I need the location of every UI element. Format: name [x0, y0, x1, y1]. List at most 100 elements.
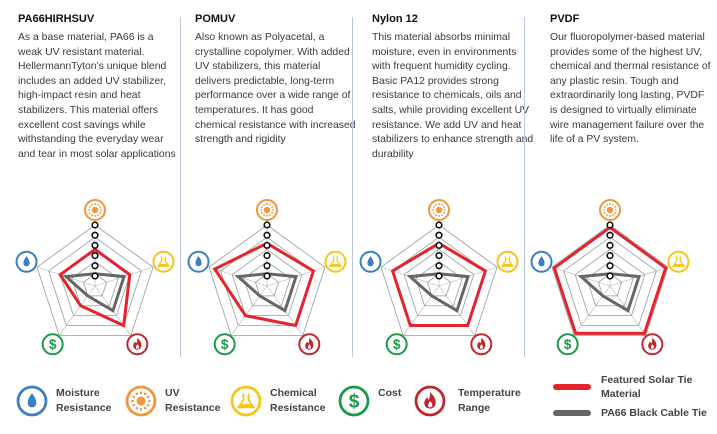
axis-tick-marker	[263, 262, 271, 270]
axis-tick-marker	[435, 231, 443, 239]
axis-tick-marker	[91, 221, 99, 229]
grid-ring	[597, 273, 623, 297]
material-title: Nylon 12	[372, 13, 418, 25]
pa66-series-polygon	[62, 272, 127, 313]
axis-tick-marker	[91, 251, 99, 260]
legend-temperature: Temperature Range	[414, 385, 521, 417]
legend-pa66-series: PA66 Black Cable Tie	[553, 406, 707, 420]
axis-tick-marker	[263, 221, 271, 229]
water-drop-icon	[15, 250, 38, 273]
axis-tick-marker	[263, 272, 271, 280]
axis-tick-marker	[263, 241, 271, 250]
axis-tick-marker	[91, 262, 99, 270]
series-label: Featured Solar Tie Material	[601, 374, 693, 400]
grid-ring	[48, 236, 142, 326]
grid-ring	[563, 236, 657, 326]
water-drop-icon	[530, 250, 553, 273]
axis-tick-marker	[606, 251, 614, 260]
legend-chemical: Chemical Resistance	[230, 385, 325, 417]
dollar-icon: $	[385, 333, 408, 356]
sun-icon	[256, 199, 278, 221]
axis-tick-marker	[435, 272, 443, 280]
axis-spoke	[573, 285, 611, 336]
radar-chart: $	[187, 199, 347, 356]
material-description: This material absorbs minimal moisture, …	[372, 32, 534, 160]
legend-uv: UV Resistance	[125, 385, 220, 417]
grid-ring	[36, 224, 154, 336]
sun-icon	[125, 385, 157, 417]
flame-icon	[126, 333, 149, 356]
sun-icon	[428, 199, 450, 221]
radar-chart: $	[15, 199, 175, 356]
legend-label-line: Resistance	[270, 402, 326, 414]
legend-label-line: Range	[458, 402, 491, 414]
dollar-icon: $	[338, 385, 370, 417]
flame-icon	[641, 333, 664, 356]
column-divider	[180, 17, 181, 357]
series-label: PA66 Black Cable Tie	[601, 407, 707, 419]
axis-tick-marker	[435, 262, 443, 270]
axis-tick-marker	[606, 241, 614, 250]
grid-ring	[551, 224, 669, 336]
pa66-series-polygon	[577, 272, 642, 313]
axis-tick-marker	[606, 221, 614, 229]
svg-text:$: $	[349, 391, 360, 412]
grid-ring	[426, 273, 452, 297]
grid-ring	[82, 273, 108, 297]
svg-text:$: $	[564, 337, 572, 352]
material-title: PA66HIRHSUV	[18, 13, 95, 25]
dollar-icon: $	[556, 333, 579, 356]
legend-moisture: Moisture Resistance	[16, 385, 111, 417]
legend-label-line: Resistance	[165, 402, 221, 414]
featured-series-polygon	[58, 247, 132, 328]
grid-ring	[403, 248, 475, 317]
axis-spoke	[402, 285, 440, 336]
axis-tick-marker	[435, 221, 443, 229]
material-column-pa66: PA66HIRHSUV As a base material, PA66 is …	[18, 12, 180, 162]
axis-tick-marker	[263, 231, 271, 239]
axis-tick-marker	[606, 272, 614, 280]
grid-ring	[574, 248, 646, 317]
flask-icon	[496, 250, 519, 273]
axis-tick-marker	[435, 251, 443, 260]
svg-text:$: $	[221, 337, 229, 352]
material-title: PVDF	[550, 13, 580, 25]
axis-tick-marker	[606, 231, 614, 239]
dollar-icon: $	[41, 333, 64, 356]
dollar-icon: $	[213, 333, 236, 356]
grid-ring	[380, 224, 498, 336]
grid-ring	[231, 248, 303, 317]
flame-icon	[414, 385, 446, 417]
radar-charts: $ $ $ $	[15, 199, 690, 356]
flask-icon	[324, 250, 347, 273]
axis-spoke	[230, 285, 268, 336]
material-column-nylon12: Nylon 12 This material absorbs minimal m…	[372, 12, 534, 162]
legend-label-line: Temperature	[458, 387, 521, 399]
pa66-series-polygon	[234, 272, 299, 313]
legend-label-line: Moisture	[56, 387, 100, 399]
red-line-swatch	[553, 384, 591, 390]
flask-icon	[667, 250, 690, 273]
material-description: Our fluoropolymer-based material provide…	[550, 32, 711, 146]
radar-chart: $	[359, 199, 519, 356]
axis-tick-marker	[91, 231, 99, 239]
material-column-pvdf: PVDF Our fluoropolymer-based material pr…	[550, 12, 712, 148]
pa66-series-polygon	[406, 272, 471, 313]
legend-cost: $ Cost	[338, 385, 401, 417]
axis-tick-marker	[435, 241, 443, 250]
sun-icon	[84, 199, 106, 221]
axis-tick-marker	[91, 241, 99, 250]
sun-icon	[599, 199, 621, 221]
legend-label-line: Resistance	[56, 402, 112, 414]
flask-icon	[230, 385, 262, 417]
grey-line-swatch	[553, 410, 591, 416]
grid-ring	[254, 273, 280, 297]
axis-tick-marker	[263, 251, 271, 260]
grid-ring	[208, 224, 326, 336]
legend-label-line: UV	[165, 387, 180, 399]
material-description: As a base material, PA66 is a weak UV re…	[18, 32, 176, 160]
legend-featured-series: Featured Solar Tie Material	[553, 373, 701, 401]
axis-tick-marker	[606, 262, 614, 270]
flask-icon	[152, 250, 175, 273]
svg-text:$: $	[393, 337, 401, 352]
